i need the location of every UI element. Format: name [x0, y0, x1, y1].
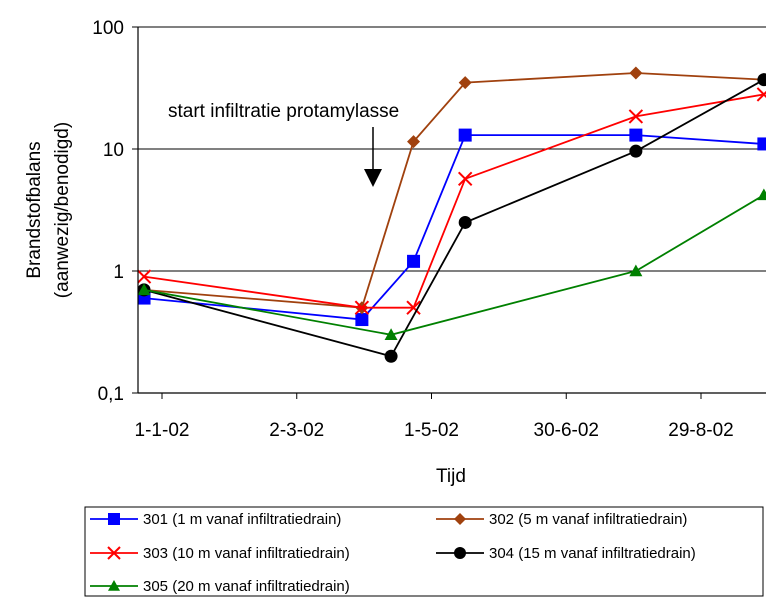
data-point-triangle	[108, 580, 120, 591]
legend-item-1: 301 (1 m vanaf infiltratiedrain)	[90, 511, 341, 528]
data-point-x-stroke	[354, 300, 370, 315]
data-point-diamond	[629, 66, 643, 80]
legend-item-2: 302 (5 m vanaf infiltratiedrain)	[436, 511, 687, 528]
x-tick-label: 1-5-02	[404, 420, 459, 441]
data-point-x	[406, 300, 421, 315]
x-tick-label: 1-1-02	[135, 420, 190, 441]
legend-item-4: 304 (15 m vanaf infiltratiedrain)	[436, 545, 696, 562]
data-point-x-stroke	[756, 90, 766, 102]
data-point-x-stroke	[406, 300, 421, 315]
data-point-triangle	[384, 328, 398, 340]
data-point-x	[138, 269, 152, 284]
legend: 301 (1 m vanaf infiltratiedrain) 302 (5 m…	[84, 506, 764, 597]
data-point-x	[756, 87, 766, 102]
data-point-square	[757, 137, 766, 151]
data-point-x-stroke	[107, 546, 121, 560]
data-point-x	[107, 546, 121, 560]
series-line	[143, 134, 764, 321]
x-axis-title: Tijd	[436, 466, 466, 487]
y-tick-label: 10	[103, 140, 124, 161]
data-point-circle	[757, 73, 766, 87]
legend-label: 302 (5 m vanaf infiltratiedrain)	[489, 511, 687, 528]
data-point-triangle	[629, 264, 643, 277]
series-1	[138, 128, 766, 327]
data-point-diamond	[407, 135, 421, 149]
x-tick-label: 2-3-02	[269, 420, 324, 441]
legend-item-3: 303 (10 m vanaf infiltratiedrain)	[90, 545, 350, 562]
y-tick-label: 1	[113, 262, 124, 283]
data-point-square	[108, 513, 120, 525]
series-3	[138, 87, 766, 315]
data-point-circle	[454, 547, 466, 559]
legend-label: 303 (10 m vanaf infiltratiedrain)	[143, 545, 350, 562]
y-axis-title-line2: (aanwezig/benodigd)	[52, 122, 73, 298]
tick-labels: 0,1 1 10 100 1-1-02 2-3-02 1-5-02 30-6-02 29-8-0…	[92, 18, 733, 441]
series-line	[143, 72, 764, 309]
legend-box	[84, 506, 764, 597]
x-tick-label: 29-8-02	[668, 420, 734, 441]
legend-item-5: 305 (20 m vanaf infiltratiedrain)	[90, 578, 350, 595]
data-point-square	[629, 128, 643, 142]
y-axis-title-line1: Brandstofbalans	[24, 141, 45, 278]
series-5	[138, 188, 766, 340]
data-point-x-stroke	[628, 109, 644, 124]
annotation-text: start infiltratie protamylasse	[168, 101, 399, 122]
y-tick-label: 100	[92, 18, 124, 39]
data-point-triangle	[757, 188, 766, 201]
legend-label: 301 (1 m vanaf infiltratiedrain)	[143, 511, 341, 528]
data-point-x-stroke	[138, 269, 152, 284]
data-point-diamond	[454, 513, 466, 525]
series-line	[143, 194, 765, 336]
data-point-x-stroke	[457, 171, 473, 186]
data-point-square	[458, 128, 472, 142]
annotation-arrow	[364, 127, 382, 187]
data-point-square	[355, 313, 369, 327]
data-point-x	[457, 171, 473, 186]
y-axis-title: Brandstofbalans (aanwezig/benodigd)	[24, 122, 73, 298]
y-tick-label: 0,1	[98, 384, 124, 405]
legend-label: 304 (15 m vanaf infiltratiedrain)	[489, 545, 696, 562]
data-point-square	[407, 254, 421, 268]
legend-label: 305 (20 m vanaf infiltratiedrain)	[143, 578, 350, 595]
series-line	[143, 93, 765, 309]
data-point-diamond	[458, 76, 472, 90]
axes	[132, 26, 766, 399]
data-point-circle	[384, 349, 398, 363]
data-point-x	[628, 109, 644, 124]
data-point-circle	[458, 215, 472, 229]
data-point-circle	[629, 144, 643, 158]
data-point-x	[354, 300, 370, 315]
plot-series	[138, 66, 766, 363]
x-tick-label: 30-6-02	[534, 420, 600, 441]
data-point-triangle	[138, 283, 151, 296]
